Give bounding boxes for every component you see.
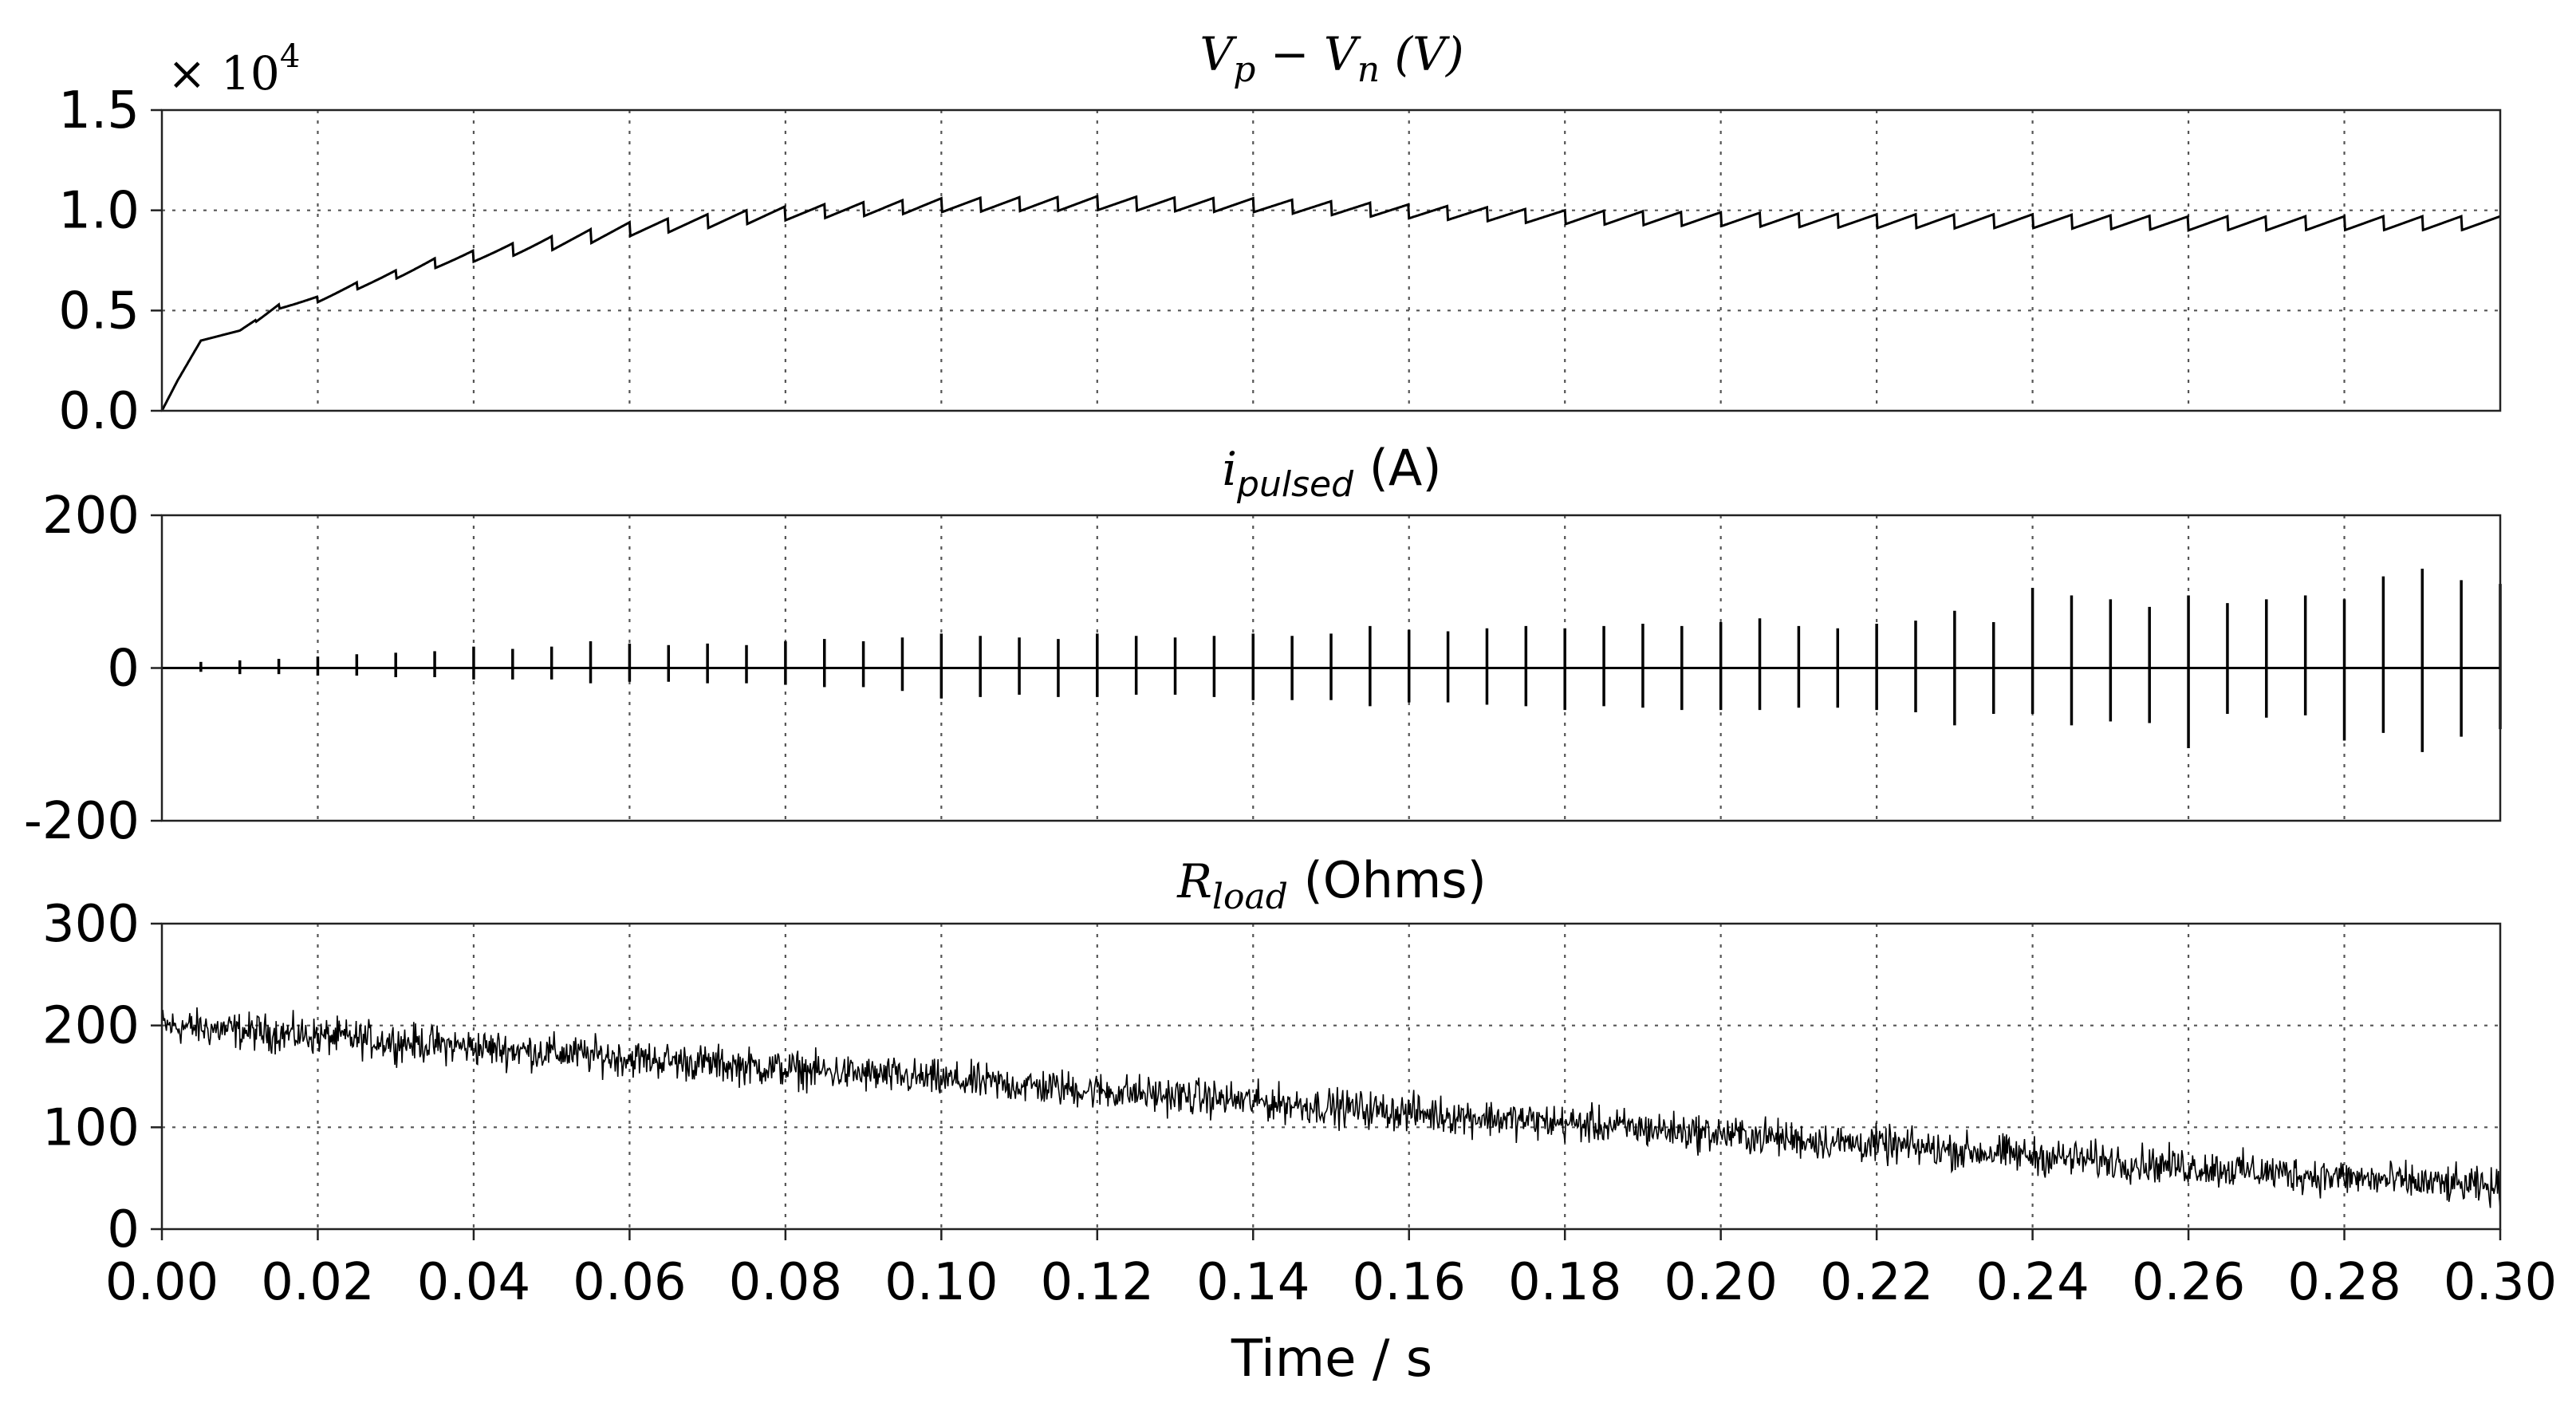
voltage-panel: Vp − Vn (V) × 104 0.0 0.5 1.0 1.5 — [58, 27, 2502, 441]
x-tick-label: 0.18 — [1508, 1253, 1622, 1312]
x-tick-label: 0.22 — [1820, 1253, 1934, 1312]
resistance-panel: Rload (Ohms) 0 100 200 300 0.00 0.02 0.04 0.06… — [42, 851, 2557, 1389]
x-tick-label: 0.04 — [417, 1253, 531, 1312]
voltage-trace — [160, 195, 2501, 412]
voltage-multiplier: × 104 — [167, 38, 300, 100]
resistance-title: Rload (Ohms) — [1176, 851, 1487, 917]
voltage-title: Vp − Vn (V) — [1199, 27, 1463, 90]
x-tick-label: 0.14 — [1196, 1253, 1310, 1312]
resistance-ytick-label: 100 — [42, 1098, 140, 1157]
x-tick-label: 0.06 — [573, 1253, 687, 1312]
current-ytick-label: -200 — [24, 792, 140, 851]
current-ytick-label: 200 — [42, 487, 140, 546]
resistance-trace — [161, 1007, 2501, 1209]
x-tick-label: 0.28 — [2287, 1253, 2401, 1312]
x-tick-label: 0.00 — [105, 1253, 219, 1312]
x-tick-label: 0.24 — [1975, 1253, 2090, 1312]
voltage-ytick-label: 0.0 — [58, 382, 140, 441]
current-ytick-label: 0 — [107, 640, 140, 699]
x-axis-label: Time / s — [1231, 1330, 1432, 1389]
voltage-ytick-label: 1.0 — [58, 182, 140, 241]
resistance-ytick-label: 300 — [42, 895, 140, 954]
resistance-ytick-label: 200 — [42, 997, 140, 1056]
voltage-ytick-label: 0.5 — [58, 282, 140, 341]
resistance-ytick-label: 0 — [107, 1200, 140, 1259]
x-tick-label: 0.10 — [884, 1253, 998, 1312]
current-title: ipulsed (A) — [1222, 439, 1441, 505]
x-tick-label: 0.12 — [1041, 1253, 1155, 1312]
x-tick-label: 0.30 — [2444, 1253, 2558, 1312]
x-tick-label: 0.16 — [1352, 1253, 1466, 1312]
current-frame — [160, 514, 2502, 822]
resistance-frame — [160, 922, 2502, 1231]
x-tick-label: 0.26 — [2132, 1253, 2246, 1312]
x-tick-label: 0.08 — [729, 1253, 843, 1312]
voltage-ytick-label: 1.5 — [58, 81, 140, 140]
x-tick-label: 0.20 — [1664, 1253, 1778, 1312]
voltage-frame — [160, 108, 2502, 412]
x-tick-label: 0.02 — [261, 1253, 375, 1312]
current-panel: ipulsed (A) -200 0 200 — [24, 439, 2502, 851]
